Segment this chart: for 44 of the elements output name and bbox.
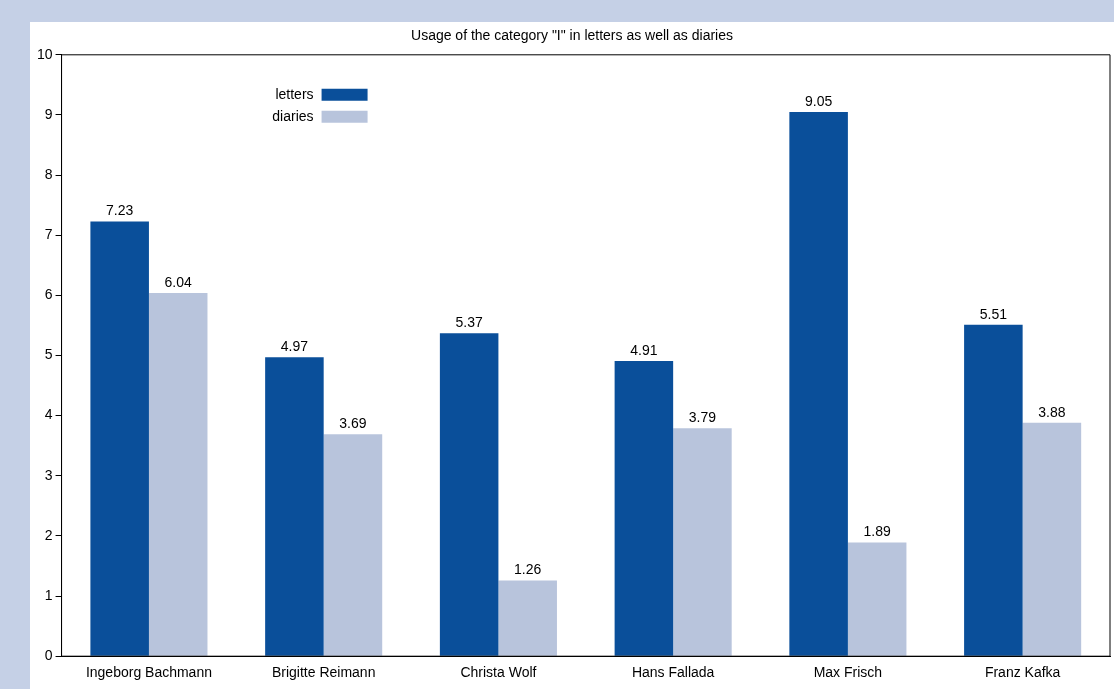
bar (789, 111, 848, 656)
y-tick-label: 4 (44, 406, 53, 423)
x-tick-label: Max Frisch (813, 664, 883, 681)
data-label: 4.97 (280, 338, 309, 355)
y-tick-label: 7 (44, 226, 53, 243)
data-label: 1.89 (863, 523, 891, 540)
data-label: 3.79 (688, 409, 717, 426)
y-tick-label: 10 (36, 45, 53, 62)
bar (614, 360, 674, 656)
bar (498, 580, 557, 656)
bar (265, 357, 324, 656)
bar (1022, 422, 1082, 656)
data-label: 5.37 (455, 314, 483, 331)
data-label: 4.91 (630, 341, 658, 358)
data-label: 7.23 (106, 202, 134, 219)
bar (90, 221, 149, 656)
data-label: 5.51 (979, 305, 1008, 322)
bar (323, 434, 383, 656)
data-label: 3.88 (1038, 403, 1066, 420)
y-tick-label: 2 (44, 526, 53, 543)
legend-label: letters (275, 85, 314, 102)
legend-label: diaries (272, 107, 314, 124)
x-tick-label: Ingeborg Bachmann (85, 664, 212, 681)
data-label: 1.26 (514, 561, 542, 578)
data-label: 6.04 (164, 273, 193, 290)
y-tick-label: 6 (44, 286, 53, 303)
x-tick-label: Brigitte Reimann (271, 664, 376, 681)
bar (148, 292, 208, 656)
bar (964, 324, 1023, 656)
data-label: 9.05 (805, 92, 833, 109)
y-tick-label: 5 (44, 346, 53, 363)
x-tick-label: Christa Wolf (460, 664, 537, 681)
bar (673, 428, 732, 656)
x-tick-label: Hans Fallada (631, 664, 715, 681)
y-tick-label: 8 (44, 165, 53, 182)
chart-title: Usage of the category "I" in letters as well as diaries (411, 27, 733, 44)
x-tick-label: Franz Kafka (984, 664, 1061, 681)
bar (439, 333, 499, 656)
y-tick-label: 9 (44, 105, 53, 122)
bar (847, 542, 907, 656)
data-label: 3.69 (339, 415, 367, 432)
y-tick-label: 1 (44, 586, 53, 603)
y-tick-label: 0 (44, 647, 53, 664)
y-tick-label: 3 (44, 466, 53, 483)
